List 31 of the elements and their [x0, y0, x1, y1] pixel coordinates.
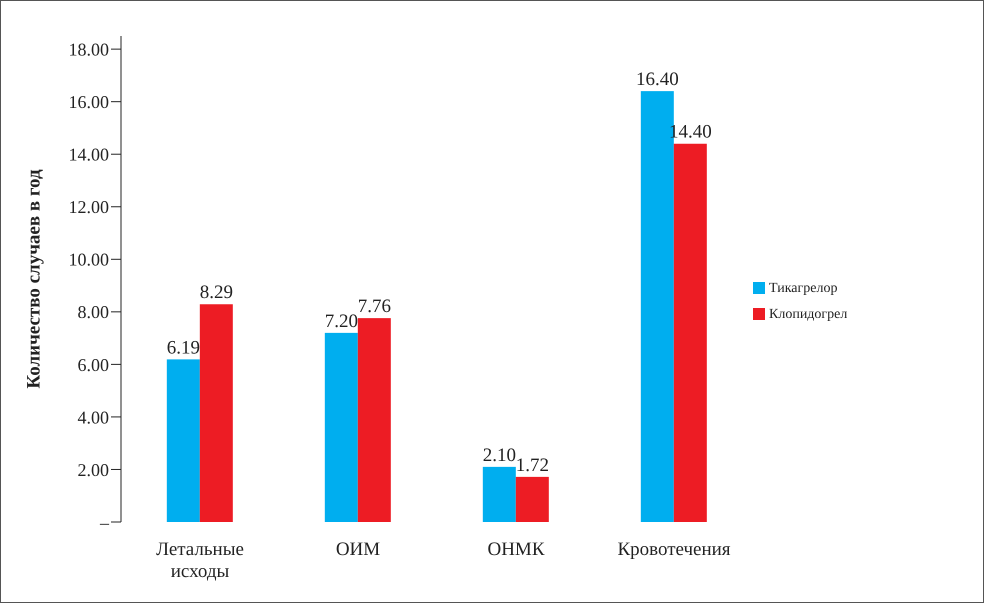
legend-label: Тикагрелор	[769, 280, 838, 296]
data-label: 8.29	[200, 282, 233, 304]
bar	[200, 304, 233, 522]
bar	[358, 318, 391, 522]
bar	[482, 466, 516, 522]
x-tick-label: Кровотечения	[617, 539, 731, 560]
legend-label: Клопидогрел	[769, 306, 848, 322]
bar	[516, 476, 549, 522]
data-label: 7.20	[324, 310, 358, 332]
y-tick-label: 14.00	[68, 144, 109, 165]
y-tick-label: 4.00	[78, 407, 109, 428]
bar	[324, 332, 358, 522]
y-tick-label: 16.00	[68, 92, 109, 112]
y-tick-label: –	[99, 512, 110, 532]
y-axis-title: Количество случаев в год	[24, 169, 45, 389]
x-tick-label: Летальные исходы	[156, 539, 244, 582]
y-tick-label: 8.00	[78, 302, 109, 322]
y-tick-label: 2.00	[78, 460, 109, 480]
data-label: 6.19	[166, 337, 200, 358]
x-tick-label: ОНМК	[487, 539, 545, 560]
y-tick-label: 10.00	[68, 250, 109, 270]
data-label: 2.10	[482, 444, 516, 466]
bar	[674, 144, 707, 522]
x-tick-label: ОИМ	[336, 539, 380, 560]
y-tick-label: 18.00	[68, 40, 109, 60]
data-label: 1.72	[516, 454, 549, 476]
bar	[166, 359, 200, 522]
y-tick-label: 12.00	[68, 197, 109, 218]
data-label: 16.40	[636, 69, 679, 90]
data-label: 7.76	[358, 296, 391, 318]
y-tick-label: 6.00	[78, 354, 109, 375]
